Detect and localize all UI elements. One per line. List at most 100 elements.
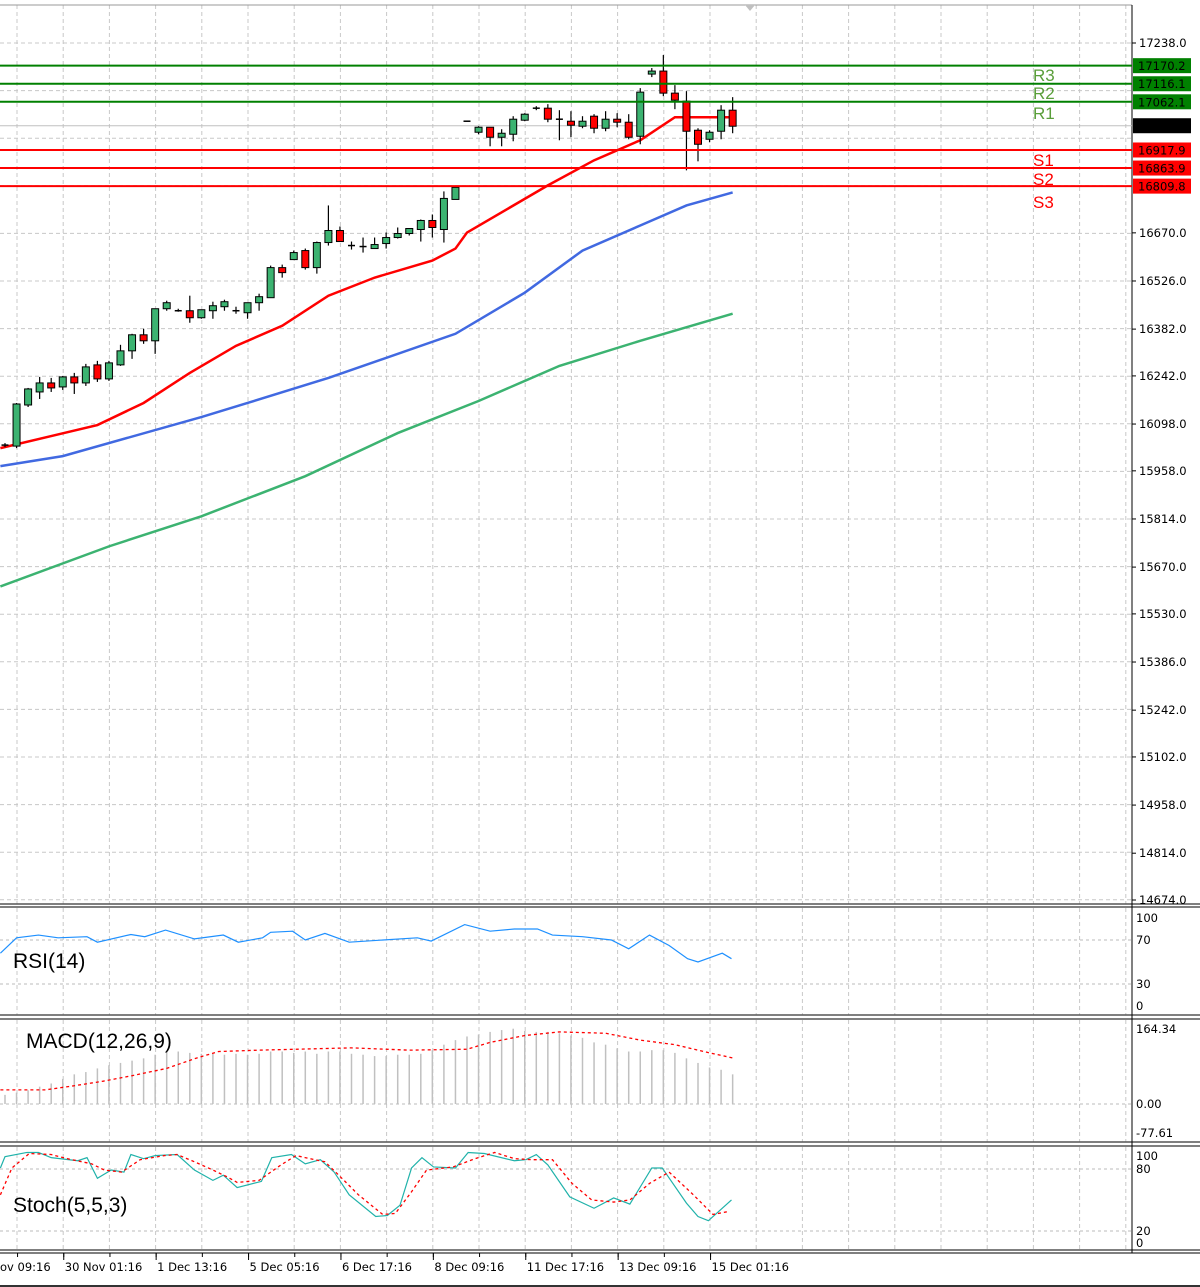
- ma-blue-line: [0, 191, 733, 468]
- candle-body: [243, 302, 252, 314]
- candle: [324, 205, 333, 246]
- level-price-label: 16809.8: [1138, 180, 1186, 194]
- stoch-tick-label: 20: [1136, 1224, 1151, 1238]
- macd-tick-label: 164.34: [1136, 1022, 1176, 1036]
- candle: [348, 241, 355, 250]
- candle: [647, 68, 656, 78]
- candle-body: [266, 267, 275, 299]
- candle: [359, 237, 367, 253]
- candle: [174, 308, 182, 312]
- candle: [578, 116, 587, 129]
- candle: [613, 113, 622, 128]
- price-tick-label: 15814.0: [1139, 512, 1187, 526]
- candle-body: [197, 309, 206, 319]
- candle-body: [428, 219, 437, 229]
- candle-body: [312, 242, 321, 269]
- candle-body: [613, 118, 622, 123]
- candle: [116, 344, 125, 366]
- candle-body: [104, 362, 113, 380]
- rsi-tick-label: 0: [1136, 999, 1143, 1013]
- candle-body: [24, 388, 33, 406]
- candle: [659, 55, 668, 97]
- macd-tick-label: -77.61: [1136, 1126, 1173, 1140]
- candle: [474, 126, 483, 135]
- candle: [243, 302, 252, 319]
- level-price-badge: [1133, 142, 1191, 158]
- candle: [601, 111, 610, 132]
- candle-body: [636, 91, 645, 137]
- candle: [532, 106, 540, 111]
- level-price-badge: [1133, 160, 1191, 176]
- price-tick-label: 16382.0: [1139, 322, 1187, 336]
- candle: [486, 126, 495, 147]
- rsi-plot: [0, 923, 732, 963]
- candle: [451, 186, 460, 200]
- candle-body: [162, 302, 171, 310]
- candle-body: [728, 109, 737, 127]
- candle-body: [128, 334, 137, 352]
- candle: [312, 241, 321, 274]
- rsi-tick-label: 70: [1136, 933, 1151, 947]
- candle: [289, 250, 298, 261]
- candle: [266, 265, 275, 299]
- candle-body: [647, 70, 656, 75]
- time-tick-label: 13 Dec 09:16: [619, 1260, 696, 1274]
- candle-body: [405, 228, 414, 235]
- candle: [370, 237, 379, 250]
- candle-body: [58, 376, 67, 388]
- price-tick-label: 15242.0: [1139, 703, 1187, 717]
- candle-body: [93, 364, 102, 380]
- time-tick-label: 15 Dec 01:16: [712, 1260, 789, 1274]
- level-price-badge: [1133, 76, 1191, 92]
- level-price-label: 17170.2: [1138, 59, 1186, 73]
- candle: [405, 228, 414, 236]
- candle: [232, 306, 240, 314]
- level-price-badge: [1133, 178, 1191, 194]
- candle: [139, 328, 148, 344]
- candle: [555, 110, 563, 141]
- macd-signal-line: [0, 1031, 733, 1091]
- candle: [104, 360, 113, 381]
- candle: [255, 293, 264, 311]
- candle-body: [590, 115, 599, 129]
- candle-body: [81, 366, 90, 384]
- candle: [301, 248, 310, 270]
- price-tick-label: 14814.0: [1139, 846, 1187, 860]
- time-tick-label: ov 09:16: [0, 1260, 51, 1274]
- candle-body: [659, 70, 668, 94]
- candle-body: [566, 120, 575, 126]
- candle-body: [694, 129, 702, 145]
- candle-body: [682, 100, 691, 132]
- time-tick-label: 11 Dec 17:16: [527, 1260, 604, 1274]
- candle-body: [139, 334, 148, 342]
- price-tick-label: 16098.0: [1139, 417, 1187, 431]
- candle: [497, 129, 506, 147]
- time-tick-label: 6 Dec 17:16: [342, 1260, 412, 1274]
- candle: [416, 219, 425, 242]
- candle-body: [278, 267, 287, 274]
- candle-body: [520, 113, 529, 121]
- candle: [1, 443, 9, 448]
- candle-body: [416, 219, 425, 231]
- stoch-tick-label: 100: [1136, 1149, 1158, 1163]
- candle: [47, 377, 56, 392]
- candle-body: [624, 121, 633, 138]
- candle: [162, 300, 171, 311]
- candle-body: [370, 244, 379, 250]
- rsi-tick-label: 100: [1136, 911, 1158, 925]
- candle-body: [12, 403, 21, 447]
- level-price-label: 16863.9: [1138, 162, 1186, 176]
- candle-body: [151, 308, 160, 342]
- price-tick-label: 15670.0: [1139, 560, 1187, 574]
- time-tick-label: 30 Nov 01:16: [65, 1260, 143, 1274]
- stoch-label: Stoch(5,5,3): [13, 1194, 128, 1217]
- candle: [670, 85, 679, 110]
- candle: [636, 88, 645, 145]
- candle-body: [439, 197, 448, 231]
- candle-body: [382, 237, 391, 245]
- candle: [382, 232, 391, 249]
- price-tick-label: 15386.0: [1139, 655, 1187, 669]
- candle-body: [47, 382, 56, 389]
- level-price-label: 17116.1: [1138, 77, 1186, 91]
